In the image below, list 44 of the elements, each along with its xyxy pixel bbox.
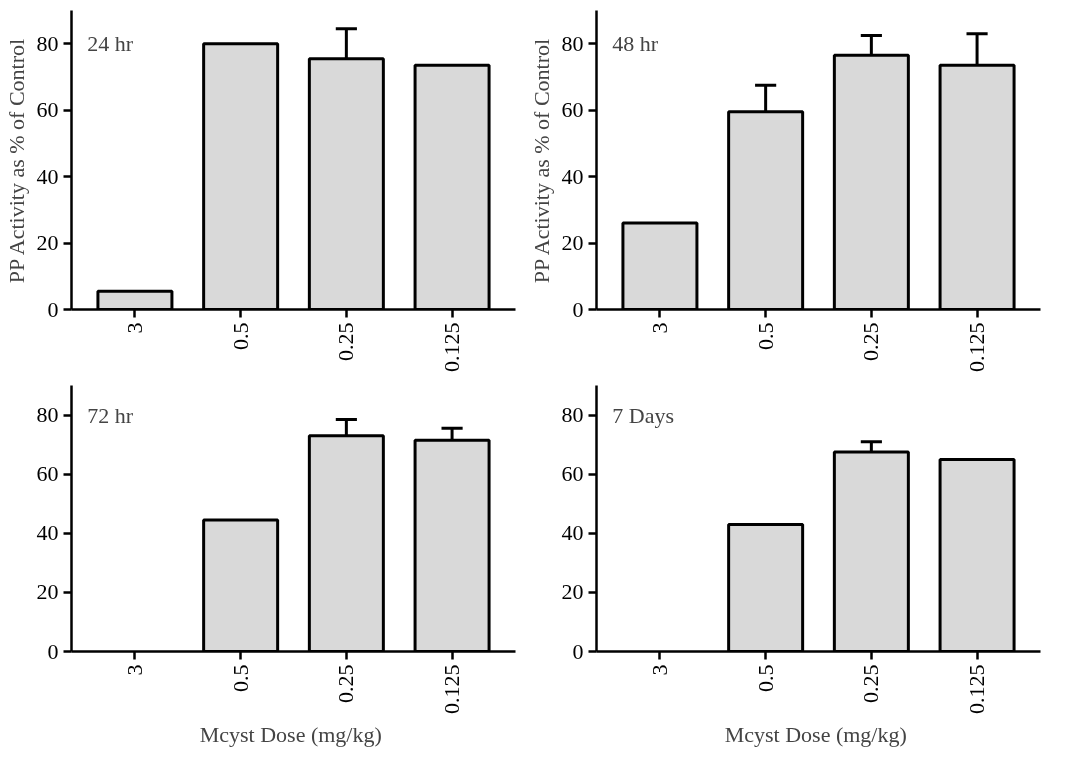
y-tick-label: 0 (572, 296, 584, 322)
x-tick-label: 3 (646, 322, 672, 334)
x-tick-label: 0.5 (227, 664, 253, 692)
x-tick-label: 0.25 (333, 322, 359, 361)
y-tick-label: 20 (36, 230, 59, 256)
y-axis-title: PP Activity as % of Control (3, 38, 29, 284)
x-axis-title: Mcyst Dose (mg/kg) (199, 722, 382, 747)
x-tick-label: 0.125 (439, 664, 465, 714)
x-tick-label: 3 (646, 664, 672, 676)
x-tick-label: 0.125 (439, 322, 465, 372)
x-tick-label: 3 (121, 664, 147, 676)
y-tick-label: 0 (47, 638, 59, 664)
y-tick-label: 0 (572, 638, 584, 664)
y-tick-label: 60 (561, 97, 584, 123)
annotation: 24 hr (87, 31, 134, 57)
x-tick-label: 0.25 (333, 664, 359, 703)
y-tick-label: 40 (36, 163, 59, 189)
y-tick-label: 60 (36, 97, 59, 123)
y-tick-label: 40 (561, 520, 584, 546)
y-tick-label: 80 (36, 30, 59, 56)
x-tick-label: 0.125 (964, 664, 990, 714)
annotation: 48 hr (612, 31, 659, 57)
y-tick-label: 0 (47, 296, 59, 322)
x-tick-label: 0.5 (227, 322, 253, 350)
x-tick-label: 0.5 (752, 664, 778, 692)
y-tick-label: 20 (561, 579, 584, 605)
x-tick-label: 0.25 (858, 664, 884, 703)
x-tick-label: 3 (121, 322, 147, 334)
annotation: 72 hr (87, 402, 134, 428)
annotation: 7 Days (612, 402, 675, 428)
x-tick-label: 0.25 (858, 322, 884, 361)
y-tick-label: 40 (36, 520, 59, 546)
x-tick-label: 0.5 (752, 322, 778, 350)
y-tick-label: 60 (36, 461, 59, 487)
y-tick-label: 20 (561, 230, 584, 256)
y-tick-label: 40 (561, 163, 584, 189)
y-tick-label: 20 (36, 579, 59, 605)
y-axis-title: PP Activity as % of Control (528, 38, 554, 284)
y-tick-label: 60 (561, 461, 584, 487)
y-tick-label: 80 (561, 402, 584, 428)
y-tick-label: 80 (36, 402, 59, 428)
x-axis-title: Mcyst Dose (mg/kg) (724, 722, 907, 747)
x-tick-label: 0.125 (964, 322, 990, 372)
y-tick-label: 80 (561, 30, 584, 56)
